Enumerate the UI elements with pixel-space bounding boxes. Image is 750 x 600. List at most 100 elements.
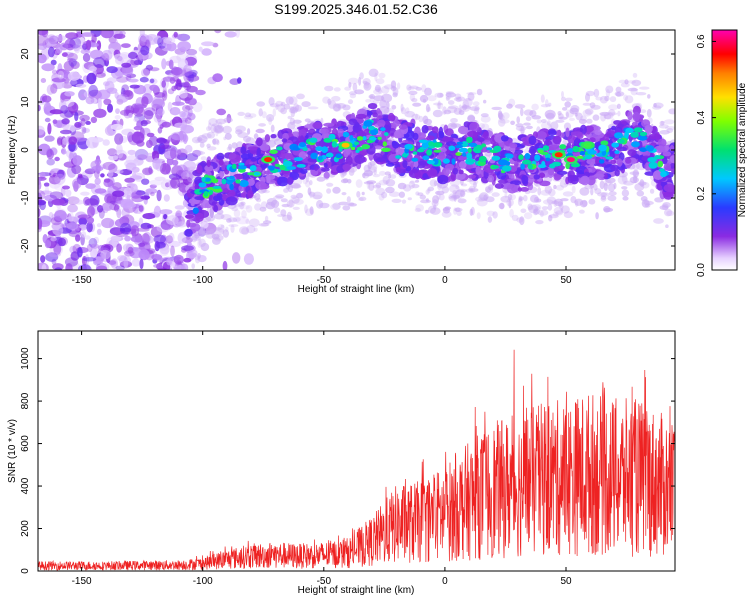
spectrogram-blob — [584, 154, 593, 160]
spectrogram-blob — [58, 237, 66, 247]
spectrogram-blob — [54, 267, 63, 270]
spectrogram-blob — [624, 131, 629, 139]
spectrogram-blob — [608, 104, 619, 111]
spectrogram-blob — [80, 48, 91, 55]
spectrogram-blob — [273, 207, 281, 214]
spectrogram-blob — [161, 80, 166, 88]
spectrogram-blob — [280, 209, 287, 217]
spectrogram-blob — [293, 198, 304, 205]
spectrogram-blob — [40, 78, 47, 83]
spectrogram-blob — [558, 113, 564, 120]
spectrogram-blob — [107, 148, 118, 157]
spectrogram-blob — [432, 109, 443, 118]
spectrogram-blob — [38, 125, 45, 136]
spectrogram-blob — [228, 175, 235, 180]
spectrogram-hotspot — [341, 142, 350, 148]
spectrogram-blob — [392, 141, 400, 149]
spectrogram-blob — [367, 110, 373, 116]
spectrogram-blob — [117, 55, 123, 62]
spectrogram-blob — [235, 125, 247, 133]
spectrogram-blob — [65, 79, 78, 85]
spectrogram-blob — [218, 159, 224, 166]
spectrogram-blob — [285, 96, 294, 105]
spectrogram-blob — [362, 80, 368, 84]
spectrogram-blob — [200, 156, 207, 161]
spectrogram-blob — [200, 242, 210, 252]
spectrogram-blob — [548, 214, 559, 219]
spectrogram-blob — [135, 227, 150, 232]
spectrogram-blob — [103, 178, 111, 183]
spectrogram-blob — [537, 209, 549, 216]
spectrogram-blob — [163, 194, 170, 202]
spectrogram-blob — [316, 176, 326, 182]
spectrogram-blob — [607, 183, 616, 192]
spectrogram-blob — [576, 155, 584, 159]
spectrogram-blob — [38, 43, 47, 50]
spectrogram-blob — [160, 144, 172, 150]
spectrogram-blob — [332, 202, 341, 210]
spectrogram-blob — [593, 88, 600, 98]
spectrogram-blob — [355, 179, 363, 188]
spectrogram-blob — [467, 147, 472, 153]
spectrogram-blob — [491, 192, 500, 197]
spectrogram-blob — [187, 252, 197, 259]
spectrogram-blob — [86, 72, 97, 85]
spectrogram-blob — [466, 92, 477, 95]
spectrogram-blob — [156, 108, 165, 116]
spectrogram-blob — [264, 134, 271, 143]
spectrogram-blob — [517, 198, 523, 207]
spectrogram-blob — [57, 70, 65, 80]
spectrogram-blob — [137, 154, 148, 160]
spectrogram-blob — [67, 71, 81, 81]
spectrogram-blob — [588, 198, 596, 205]
spectrogram-blob — [391, 198, 402, 203]
spectrogram-blob — [91, 33, 97, 44]
spectrogram-blob — [561, 91, 564, 98]
spectrogram-blob — [112, 182, 122, 191]
spectrogram-blob — [124, 177, 135, 183]
spectrogram-blob — [517, 187, 522, 192]
spectrogram-blob — [657, 138, 667, 147]
spectrogram-blob — [65, 216, 79, 222]
spectrogram-blob — [408, 90, 418, 96]
spectrogram-blob — [253, 172, 260, 176]
spectrogram-blob — [381, 147, 391, 152]
spectrogram-blob — [594, 129, 602, 135]
spectrogram-blob — [96, 228, 102, 235]
spectrogram-blob — [467, 159, 476, 163]
spectrogram-blob — [231, 142, 238, 149]
spectrogram-blob — [61, 52, 68, 57]
spectrogram-blob — [436, 92, 444, 98]
spectrogram-blob — [106, 77, 117, 84]
spectrogram-blob — [273, 195, 283, 200]
spectrogram-blob — [266, 114, 275, 122]
spectrogram-blob — [425, 104, 430, 113]
y-tick-label: 0 — [20, 147, 31, 153]
spectrogram-blob — [492, 211, 498, 219]
spectrogram-blob — [165, 235, 173, 244]
spectrogram-blob — [534, 154, 541, 162]
spectrogram-blob — [540, 189, 551, 196]
spectrogram-blob — [171, 67, 183, 76]
spectrogram-blob — [185, 53, 198, 66]
spectrogram-blob — [664, 208, 673, 217]
spectrogram-blob — [224, 132, 232, 140]
spectrogram-blob — [621, 186, 628, 190]
spectrogram-blob — [405, 107, 410, 114]
spectrogram-blob — [50, 83, 58, 94]
spectrogram-blob — [286, 211, 292, 221]
colorbar-tick-label: 0.6 — [696, 34, 707, 48]
spectrogram-blob — [442, 158, 450, 164]
spectrogram-blob — [441, 211, 452, 218]
spectrogram-hotspot — [566, 157, 575, 163]
colorbar: 0.0 0.2 0.4 0.6 Normalized spectral amplitu… — [696, 29, 748, 277]
spectrogram-blob — [165, 215, 179, 226]
spectrogram-blob — [213, 204, 219, 213]
spectrogram-blob — [491, 155, 501, 161]
spectrogram-blob — [219, 170, 225, 179]
x-tick-label: 50 — [560, 576, 572, 587]
spectrogram-blob — [445, 91, 452, 100]
spectrogram-blob — [349, 91, 357, 96]
spectrogram-blob — [65, 263, 73, 270]
spectrogram-blob — [653, 102, 664, 109]
